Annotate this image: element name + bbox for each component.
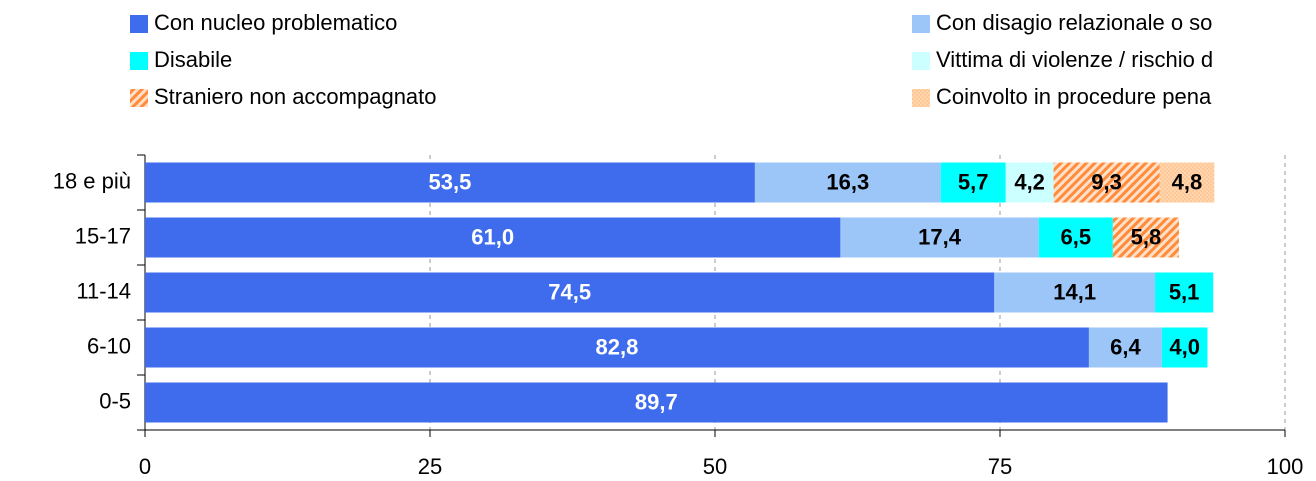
x-tick-label: 75 <box>988 454 1012 479</box>
bar-segment <box>145 272 995 313</box>
data-label: 4,2 <box>1014 169 1045 194</box>
legend-label: Disabile <box>154 47 232 72</box>
bar-segment <box>1038 217 1113 258</box>
bar-segment <box>145 217 841 258</box>
x-tick-label: 100 <box>1267 454 1304 479</box>
y-tick-label: 18 e più <box>53 168 131 193</box>
data-label: 14,1 <box>1053 279 1096 304</box>
legend-label: Vittima di violenze / rischio d <box>936 47 1213 72</box>
bar-segment <box>1005 162 1054 203</box>
bar-segment <box>1053 162 1160 203</box>
data-label: 4,0 <box>1169 334 1200 359</box>
x-tick-label: 0 <box>139 454 151 479</box>
data-label: 4,8 <box>1172 169 1203 194</box>
legend-label: Con nucleo problematico <box>154 10 397 35</box>
legend-swatch <box>130 52 148 70</box>
data-label: 9,3 <box>1091 169 1122 194</box>
data-label: 5,1 <box>1169 279 1200 304</box>
bar-segment <box>1088 327 1162 368</box>
data-label: 5,7 <box>958 169 989 194</box>
data-label: 61,0 <box>471 224 514 249</box>
legend-swatch <box>912 52 930 70</box>
y-tick-label: 15-17 <box>75 223 131 248</box>
bar-segment <box>754 162 941 203</box>
data-label: 53,5 <box>429 169 472 194</box>
bar-segment <box>145 382 1168 423</box>
legend-swatch <box>912 15 930 33</box>
y-tick-label: 11-14 <box>76 278 131 303</box>
legend-label: Con disagio relazionale o so <box>936 10 1212 35</box>
data-label: 17,4 <box>918 224 962 249</box>
data-label: 5,8 <box>1131 224 1162 249</box>
bar-segment <box>1159 162 1215 203</box>
legend-swatch <box>130 89 148 107</box>
bar-segment <box>994 272 1156 313</box>
y-tick-label: 6-10 <box>87 333 131 358</box>
bar-segment <box>940 162 1006 203</box>
data-label: 16,3 <box>826 169 869 194</box>
x-tick-label: 25 <box>418 454 442 479</box>
y-tick-label: 0-5 <box>99 388 131 413</box>
data-label: 74,5 <box>548 279 591 304</box>
x-tick-label: 50 <box>703 454 727 479</box>
legend-swatch <box>130 15 148 33</box>
legend-label: Coinvolto in procedure pena <box>936 84 1212 109</box>
data-label: 82,8 <box>596 334 639 359</box>
bar-segment <box>1112 217 1179 258</box>
bar-segment <box>840 217 1039 258</box>
bar-segment <box>1161 327 1208 368</box>
bar-segment <box>145 327 1089 368</box>
data-label: 89,7 <box>635 389 678 414</box>
bar-segment <box>145 162 755 203</box>
data-label: 6,4 <box>1110 334 1141 359</box>
data-label: 6,5 <box>1061 224 1092 249</box>
bar-segment <box>1155 272 1214 313</box>
legend-swatch <box>912 89 930 107</box>
legend-label: Straniero non accompagnato <box>154 84 437 109</box>
